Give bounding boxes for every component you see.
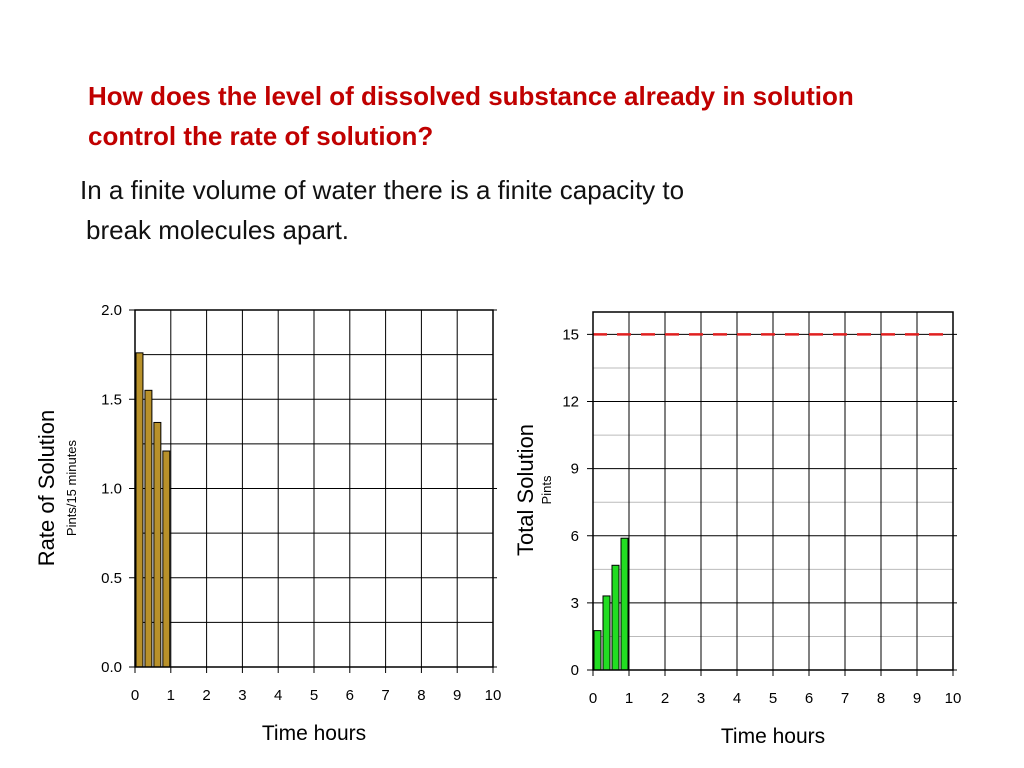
- rate-xtick-label: 5: [310, 687, 318, 704]
- total-bar: [620, 537, 629, 671]
- total-bar: [602, 595, 611, 671]
- total-xtick-label: 9: [913, 690, 921, 707]
- rate-xtick-label: 7: [381, 687, 389, 704]
- total-xtick-label: 6: [805, 690, 813, 707]
- rate-grid: [135, 310, 493, 667]
- total-ytick-label: 15: [562, 326, 579, 343]
- total-ytick-label: 9: [571, 461, 579, 478]
- total-bar: [593, 630, 602, 671]
- rate-ytick-label: 0.5: [101, 570, 122, 587]
- total-bars: [593, 537, 629, 671]
- body-line-2: break molecules apart.: [86, 215, 350, 245]
- total-xtick-label: 0: [589, 690, 597, 707]
- rate-xtick-label: 8: [417, 687, 425, 704]
- rate-xtick-label: 1: [167, 687, 175, 704]
- heading-line-1: How does the level of dissolved substanc…: [88, 81, 854, 111]
- total-bar: [611, 564, 620, 671]
- rate-xtick-label: 0: [131, 687, 139, 704]
- rate-xtick-label: 2: [202, 687, 210, 704]
- total-ytick-label: 12: [562, 394, 579, 411]
- total-ytick-label: 6: [571, 528, 579, 545]
- rate-xtick-label: 9: [453, 687, 461, 704]
- body-line-1: In a finite volume of water there is a f…: [80, 175, 685, 205]
- total-xtick-label: 3: [697, 690, 705, 707]
- rate-ytick-label: 1.5: [101, 391, 122, 408]
- rate-xtick-label: 3: [238, 687, 246, 704]
- total-yaxis-label: Total Solution: [513, 424, 538, 556]
- rate-bar: [153, 421, 162, 668]
- total-xaxis-label: Time hours: [721, 725, 825, 748]
- total-xtick-label: 10: [945, 690, 962, 707]
- total-xtick-label: 5: [769, 690, 777, 707]
- total-yaxis-sublabel: Pints: [539, 475, 554, 504]
- rate-bar: [162, 450, 171, 668]
- total-xtick-label: 2: [661, 690, 669, 707]
- total-grid: [593, 312, 953, 670]
- total-xtick-label: 4: [733, 690, 741, 707]
- rate-ytick-label: 2.0: [101, 302, 122, 319]
- rate-xaxis-label: Time hours: [262, 722, 366, 745]
- slide-body-text: In a finite volume of water there is a f…: [80, 170, 980, 250]
- rate-bar: [144, 389, 153, 668]
- total-xtick-label: 8: [877, 690, 885, 707]
- heading-line-2: control the rate of solution?: [88, 121, 434, 151]
- rate-yaxis-sublabel: Pints/15 minutes: [64, 439, 79, 536]
- rate-xtick-label: 6: [346, 687, 354, 704]
- rate-xtick-label: 4: [274, 687, 282, 704]
- rate-ytick-label: 0.0: [101, 659, 122, 676]
- rate-ytick-label: 1.0: [101, 481, 122, 498]
- total-ytick-label: 3: [571, 595, 579, 612]
- total-xtick-label: 1: [625, 690, 633, 707]
- rate-bar: [135, 352, 144, 668]
- rate-bars: [135, 352, 171, 668]
- total-xtick-label: 7: [841, 690, 849, 707]
- rate-chart: 0.0 0.5 1.0 1.5 2.0 0 1 2 3 4 5 6 7 8 9 10 Time hours Rat…: [34, 302, 501, 745]
- total-ytick-label: 0: [571, 662, 579, 679]
- slide-heading: How does the level of dissolved substanc…: [88, 76, 988, 156]
- rate-yaxis-label: Rate of Solution: [34, 410, 59, 567]
- rate-xtick-label: 10: [485, 687, 502, 704]
